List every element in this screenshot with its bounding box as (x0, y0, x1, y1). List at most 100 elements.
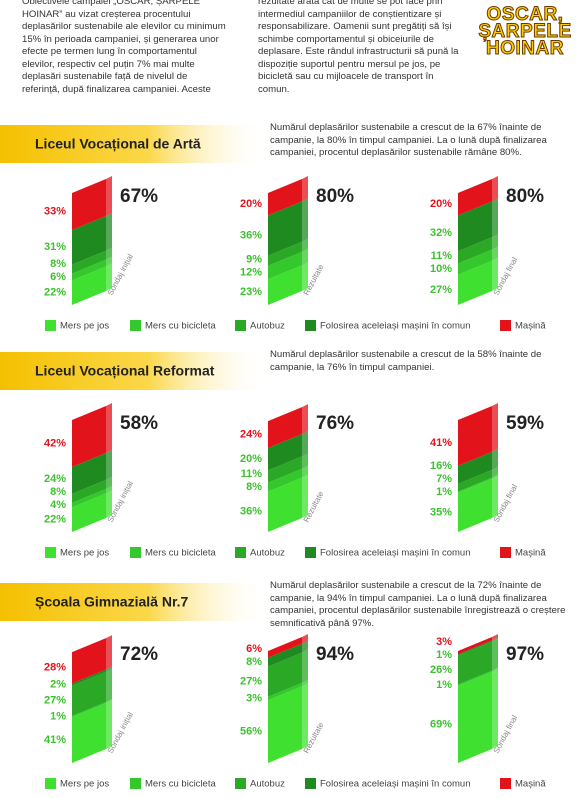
bar-segment (268, 637, 302, 658)
value-label: 27% (44, 695, 66, 707)
section-description: Numărul deplasărilor sustenabile a cresc… (270, 349, 542, 373)
value-label: 23% (240, 286, 262, 298)
total-label: 97% (506, 644, 544, 665)
bar-side (106, 263, 112, 291)
bar-side (492, 475, 498, 518)
bar-segment (458, 406, 492, 466)
bar-side (492, 176, 498, 202)
legend-label: Mers cu bicicleta (145, 548, 216, 559)
bar-segment (268, 434, 302, 471)
bar-side (492, 638, 498, 671)
value-label: 16% (430, 460, 452, 472)
value-label: 12% (240, 266, 262, 278)
bar-segment (268, 652, 302, 697)
value-label: 3% (246, 693, 262, 705)
legend-swatch (500, 778, 511, 789)
value-label: 24% (240, 428, 262, 440)
bar-side (106, 490, 112, 518)
bar-side (302, 248, 308, 266)
legend-swatch (130, 778, 141, 789)
section-title: Liceul Vocațional de Artă (35, 136, 201, 152)
section-title: Școala Gimnazială Nr.7 (35, 594, 189, 610)
value-label: 1% (436, 679, 452, 691)
value-label: 32% (430, 227, 452, 239)
value-label: 41% (44, 734, 66, 746)
value-label: 1% (50, 710, 66, 722)
bar-side (302, 198, 308, 242)
logo-line: HOINAR (486, 38, 564, 59)
value-label: 1% (436, 649, 452, 661)
bar-side (492, 448, 498, 470)
bar-side (106, 485, 112, 494)
value-label: 8% (50, 486, 66, 498)
value-label: 35% (430, 506, 452, 518)
bar-side (106, 700, 112, 749)
value-label: 56% (240, 726, 262, 738)
bar-side (492, 474, 498, 479)
bar-segment (458, 641, 492, 685)
legend-swatch (500, 547, 511, 558)
bar-segment (458, 469, 492, 492)
bar-segment (72, 488, 106, 508)
legend-swatch (305, 547, 316, 558)
value-label: 69% (430, 718, 452, 730)
bar-segment (72, 701, 106, 718)
value-label: 20% (240, 198, 262, 210)
value-label: 27% (430, 284, 452, 296)
value-label: 8% (246, 481, 262, 493)
bar-segment (268, 251, 302, 280)
bar-segment (268, 407, 302, 448)
value-label: 20% (430, 198, 452, 210)
bar-segment (458, 478, 492, 532)
value-label: 2% (50, 679, 66, 691)
bar-segment (458, 179, 492, 216)
value-label: 36% (240, 506, 262, 518)
bar-segment (72, 453, 106, 494)
bar-side (302, 683, 308, 749)
title-band (0, 583, 270, 621)
bar-segment (458, 670, 492, 686)
bar-segment (268, 477, 302, 532)
value-label: 11% (431, 250, 453, 262)
total-label: 94% (316, 644, 354, 665)
value-label: 27% (240, 676, 262, 688)
bar-side (492, 466, 498, 478)
legend-swatch (235, 778, 246, 789)
total-label: 76% (316, 413, 354, 434)
bar-side (492, 637, 498, 642)
value-label: 8% (246, 656, 262, 668)
bar-segment (72, 671, 106, 716)
legend-label: Folosirea aceleiași mașini în comun (320, 321, 470, 332)
value-label: 24% (44, 473, 66, 485)
value-label: 33% (44, 205, 66, 217)
bar-side (302, 634, 308, 644)
bar-segment (458, 637, 492, 655)
logo-line: ȘARPELE (478, 21, 572, 42)
bar-segment (458, 201, 492, 252)
value-label: 20% (240, 453, 262, 465)
bar-segment (72, 703, 106, 763)
bar-side (106, 403, 112, 454)
value-label: 28% (44, 662, 66, 674)
bar-segment (268, 179, 302, 216)
legend-label: Autobuz (250, 779, 285, 790)
total-label: 59% (506, 413, 544, 434)
bar-segment (268, 686, 302, 763)
bar-segment (458, 451, 492, 484)
bar-segment (72, 406, 106, 468)
title-band (0, 125, 270, 163)
value-label: 41% (430, 437, 452, 449)
legend-label: Mașină (515, 321, 546, 332)
bar-segment (72, 479, 106, 503)
value-label: 3% (436, 636, 452, 648)
legend-label: Autobuz (250, 321, 285, 332)
total-label: 72% (120, 644, 158, 665)
bar-segment (72, 215, 106, 265)
legend-label: Folosirea aceleiași mașini în comun (320, 548, 470, 559)
bar-segment (458, 671, 492, 763)
legend-swatch (130, 320, 141, 331)
bar-segment (268, 456, 302, 483)
bar-segment (268, 265, 302, 305)
value-label: 11% (241, 468, 263, 480)
